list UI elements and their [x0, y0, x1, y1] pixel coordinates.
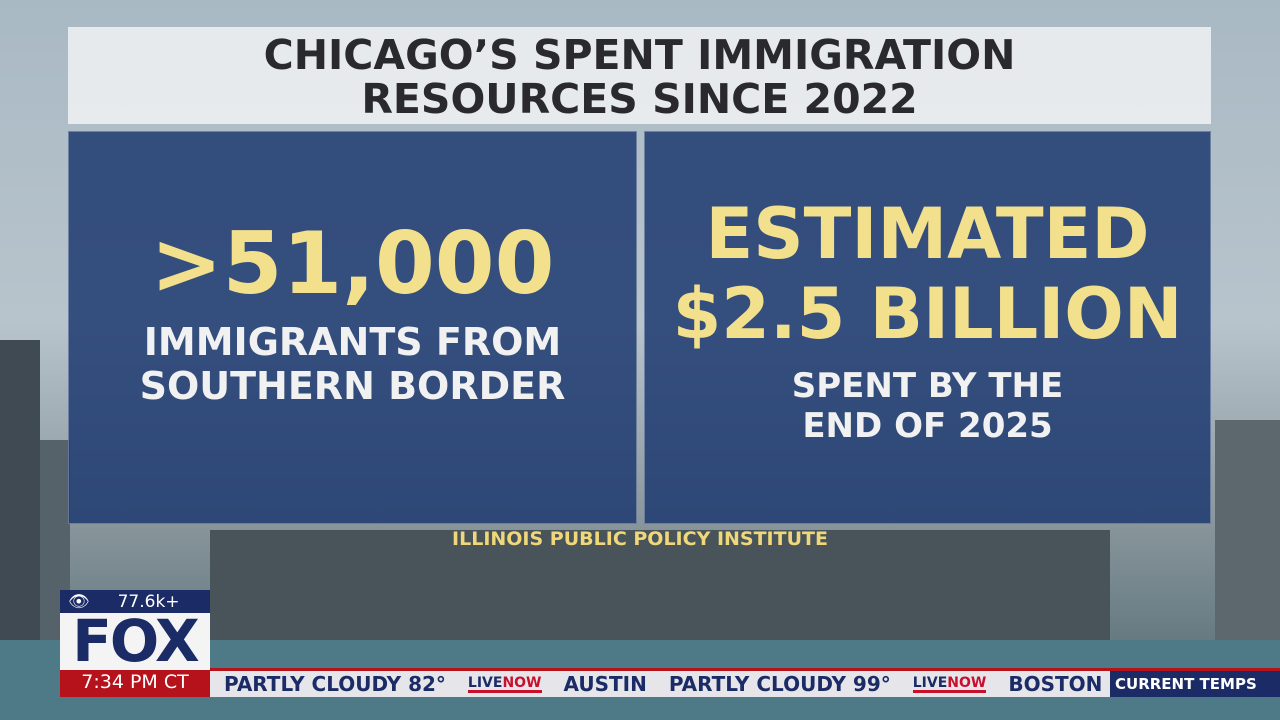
viewer-count: 77.6k+: [117, 591, 180, 612]
ticker-item: PARTLY CLOUDY 82°: [224, 672, 446, 696]
ticker-item: PARTLY CLOUDY 99°: [668, 672, 891, 696]
immigrants-figure: >51,000: [150, 214, 555, 314]
cost-figure: $2.5 BILLION: [672, 273, 1183, 355]
cost-stat-panel: ESTIMATED $2.5 BILLION SPENT BY THE END …: [644, 131, 1211, 524]
livenow-logo: LIVENOW: [467, 674, 542, 693]
ticker-item: AUSTIN: [563, 672, 647, 696]
immigrants-label-1: IMMIGRANTS FROM: [143, 320, 562, 364]
cost-label-1: SPENT BY THE: [791, 366, 1064, 406]
network-bug: 👁 77.6k+ FOX 7:34 PM CT: [60, 590, 210, 697]
headline-banner: CHICAGO’S SPENT IMMIGRATION RESOURCES SI…: [68, 27, 1211, 124]
clock-time: 7:34 PM CT: [60, 670, 210, 697]
source-credit: ILLINOIS PUBLIC POLICY INSTITUTE: [452, 528, 828, 550]
cost-estimated: ESTIMATED: [705, 193, 1150, 275]
headline-line-1: CHICAGO’S SPENT IMMIGRATION: [263, 31, 1016, 79]
livenow-logo: LIVENOW: [912, 674, 987, 693]
eye-icon: 👁: [68, 591, 90, 612]
immigrants-label-2: SOUTHERN BORDER: [139, 364, 566, 408]
weather-ticker: PARTLY CLOUDY 82° LIVENOW AUSTIN PARTLY …: [210, 668, 1110, 697]
fox-logo: FOX: [60, 612, 210, 670]
headline-line-2: RESOURCES SINCE 2022: [361, 75, 918, 123]
current-temps-label: CURRENT TEMPS: [1110, 668, 1280, 697]
cost-label-2: END OF 2025: [802, 406, 1053, 446]
ticker-item: BOSTON: [1008, 672, 1103, 696]
immigrants-stat-panel: >51,000 IMMIGRANTS FROM SOUTHERN BORDER: [68, 131, 637, 524]
